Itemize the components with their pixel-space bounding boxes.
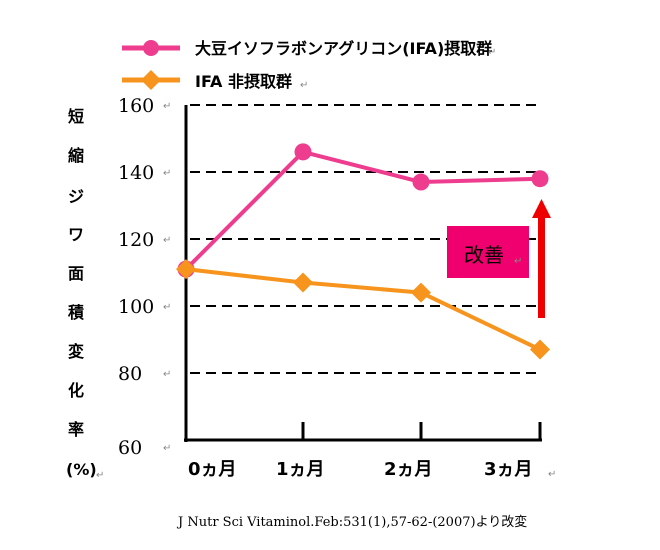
x-tick-label: 1ヵ月 bbox=[276, 459, 325, 480]
x-tick-label: 2ヵ月 bbox=[384, 459, 433, 480]
x-tick-labels: 0ヵ月 1ヵ月 2ヵ月 3ヵ月 ↵ bbox=[188, 459, 556, 480]
y-tick-label: 100 bbox=[118, 296, 154, 318]
legend: 大豆イソフラボンアグリコン(IFA)摂取群↵IFA 非摂取群 ↵ bbox=[122, 39, 496, 91]
y-axis-label-char: 積 bbox=[67, 303, 85, 322]
improvement-label: 改善 bbox=[464, 243, 504, 267]
paragraph-mark: ↵ bbox=[96, 470, 104, 481]
y-tick-label: 120 bbox=[118, 229, 154, 251]
series-line-1 bbox=[185, 267, 541, 352]
y-tick-label: 160 bbox=[118, 95, 154, 117]
data-point-control-0 bbox=[176, 259, 196, 280]
y-axis-label-char: ジ bbox=[68, 187, 84, 206]
legend-marker-ifa bbox=[143, 40, 159, 56]
paragraph-mark: ↵ bbox=[300, 80, 308, 91]
paragraph-mark: ↵ bbox=[514, 256, 522, 267]
paragraph-mark: ↵ bbox=[163, 369, 171, 380]
y-tick-label: 80 bbox=[118, 363, 142, 385]
y-axis-label-char: 変 bbox=[68, 342, 84, 361]
y-axis-label-char: 短 bbox=[68, 107, 84, 126]
improvement-annotation: 改善 ↵ bbox=[447, 199, 551, 318]
y-axis-label-char: 率 bbox=[68, 420, 84, 439]
improvement-box bbox=[447, 226, 529, 278]
y-tick-label: 60 bbox=[118, 437, 142, 459]
improvement-arrow-shaft bbox=[538, 218, 545, 318]
paragraph-mark: ↵ bbox=[488, 47, 496, 58]
improvement-arrow-head bbox=[532, 199, 551, 218]
paragraph-mark: ↵ bbox=[163, 235, 171, 246]
data-point-ifa-2 bbox=[412, 173, 430, 191]
y-axis-label-char: 化 bbox=[68, 381, 84, 400]
paragraph-mark: ↵ bbox=[163, 101, 171, 112]
data-point-control-1 bbox=[293, 272, 313, 293]
legend-label-ifa: 大豆イソフラボンアグリコン(IFA)摂取群 bbox=[195, 39, 492, 58]
legend-marker-control bbox=[141, 70, 161, 90]
source-note: J Nutr Sci Vitaminol.Feb:531(1),57-62-(2… bbox=[176, 514, 527, 530]
x-tick-label: 0ヵ月 bbox=[188, 459, 237, 480]
y-axis-label-char: 縮 bbox=[68, 146, 84, 165]
series-layer bbox=[176, 143, 550, 360]
series-line-0 bbox=[184, 149, 541, 271]
y-tick-labels: 60 ↵ 80 ↵ 100 ↵ 120 ↵ 140 ↵ 160 ↵ bbox=[118, 95, 171, 459]
data-point-control-2 bbox=[411, 282, 431, 303]
data-point-ifa-3 bbox=[531, 170, 549, 188]
data-point-ifa-1 bbox=[294, 143, 312, 161]
paragraph-mark: ↵ bbox=[163, 302, 171, 313]
paragraph-mark: ↵ bbox=[163, 443, 171, 454]
data-point-control-3 bbox=[530, 339, 550, 360]
y-tick-label: 140 bbox=[118, 162, 154, 184]
y-axis-label-char: ワ bbox=[68, 225, 84, 244]
paragraph-mark: ↵ bbox=[548, 469, 556, 480]
y-axis-label-char: 面 bbox=[68, 264, 84, 283]
paragraph-mark: ↵ bbox=[163, 168, 171, 179]
x-tick-label: 3ヵ月 bbox=[484, 459, 533, 480]
legend-label-control: IFA 非摂取群 bbox=[195, 72, 292, 91]
y-axis-label-char: (%) bbox=[66, 460, 97, 479]
